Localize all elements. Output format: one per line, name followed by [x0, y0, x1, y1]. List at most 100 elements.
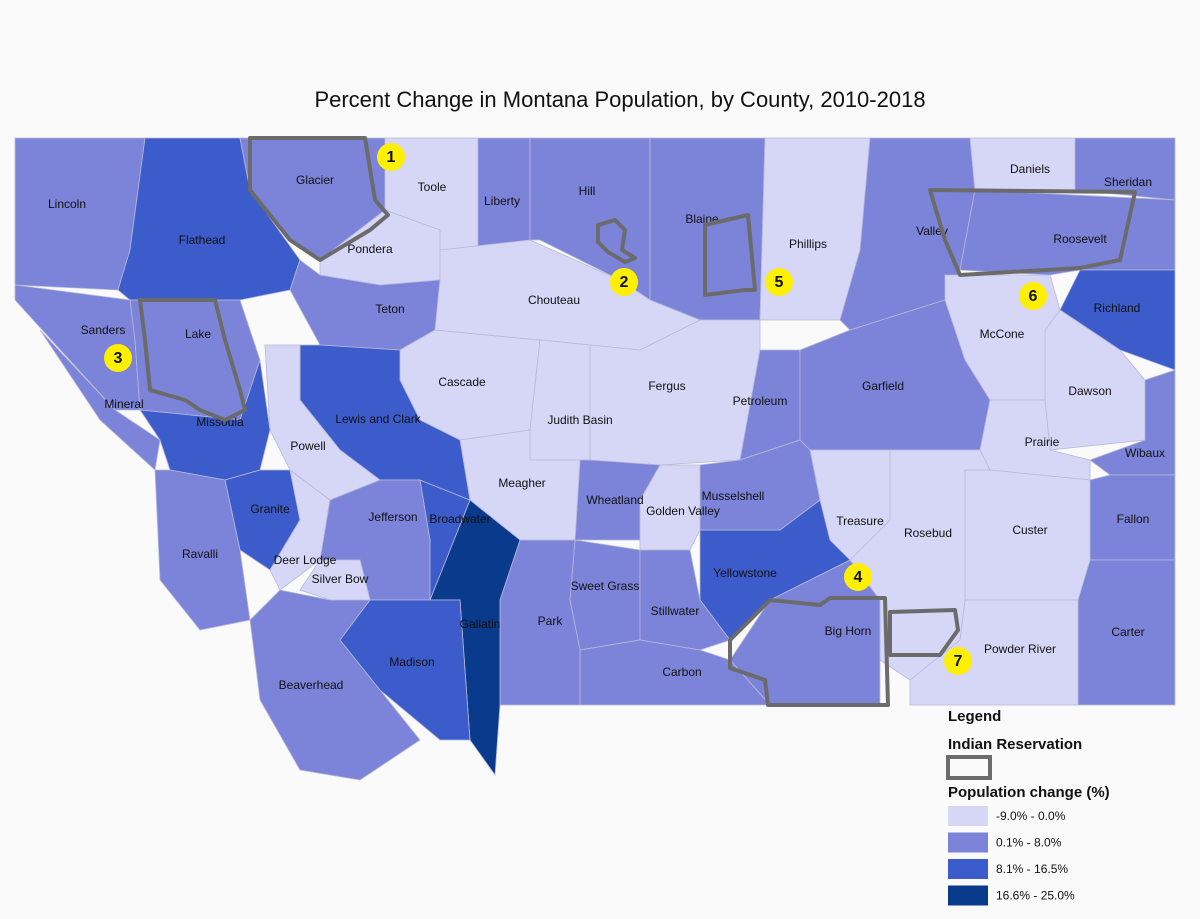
- county-label: Rosebud: [904, 526, 952, 540]
- county: [39, 329, 161, 471]
- county-label: Fergus: [648, 379, 685, 393]
- county-label: Ravalli: [182, 547, 218, 561]
- county-label: Roosevelt: [1053, 232, 1107, 246]
- county-label: Jefferson: [368, 510, 417, 524]
- reservations: [138, 136, 1137, 707]
- county-label: Wibaux: [1125, 446, 1165, 460]
- markers: 1 2 3 4 5 6 7: [104, 143, 1047, 675]
- reservation-outline: [703, 213, 757, 297]
- county-label: Daniels: [1010, 162, 1050, 176]
- map-title: Percent Change in Montana Population, by…: [314, 87, 925, 112]
- legend-label: 16.6% - 25.0%: [996, 889, 1075, 903]
- county-label: Cascade: [438, 375, 486, 389]
- county-label: Granite: [250, 502, 290, 516]
- county-label: Gallatin: [460, 617, 501, 631]
- county: [699, 439, 821, 531]
- reservation-label: Indian Reservation: [948, 736, 1082, 753]
- county-label: Judith Basin: [547, 413, 612, 427]
- legend-title: Legend: [948, 708, 1001, 725]
- county: [569, 539, 641, 651]
- marker-number: 3: [114, 350, 123, 367]
- population-title: Population change (%): [948, 784, 1110, 801]
- marker-circle: [944, 647, 972, 675]
- county: [1059, 269, 1176, 371]
- county-label: Pondera: [347, 242, 393, 256]
- county-label: Meagher: [498, 476, 545, 490]
- county-label: Sanders: [81, 323, 126, 337]
- county-label: Powder River: [984, 642, 1056, 656]
- county-label: Stillwater: [651, 604, 700, 618]
- county-label: Custer: [1012, 523, 1047, 537]
- county-label: Wheatland: [586, 493, 643, 507]
- marker-circle: [377, 143, 405, 171]
- county-label: Toole: [418, 180, 447, 194]
- county-label: Madison: [389, 655, 434, 669]
- county-label: Lake: [185, 327, 211, 341]
- county-label: Golden Valley: [646, 504, 720, 518]
- county-label: Liberty: [484, 194, 520, 208]
- marker-number: 1: [387, 149, 396, 166]
- county-label: Prairie: [1025, 435, 1060, 449]
- marker-number: 5: [775, 274, 784, 291]
- county-label: Fallon: [1117, 512, 1150, 526]
- county-label: Carter: [1111, 625, 1144, 639]
- county-label: Garfield: [862, 379, 904, 393]
- reservation-outline: [928, 188, 1137, 277]
- county-label: Phillips: [789, 237, 827, 251]
- marker-number: 4: [854, 569, 863, 586]
- legend-swatch: [948, 806, 988, 826]
- county: [434, 239, 701, 351]
- legend-swatch: [948, 885, 988, 906]
- marker-number: 6: [1029, 288, 1038, 305]
- county-label: Hill: [579, 184, 596, 198]
- county-label: Yellowstone: [713, 566, 777, 580]
- reservation-outline: [248, 136, 390, 262]
- county-label: McCone: [980, 327, 1025, 341]
- marker-circle: [765, 268, 793, 296]
- county: [339, 599, 471, 741]
- county: [129, 299, 261, 421]
- county-label: Beaverhead: [279, 678, 344, 692]
- marker-circle: [844, 563, 872, 591]
- reservation-outline: [888, 608, 960, 657]
- legend-label: -9.0% - 0.0%: [996, 809, 1066, 823]
- county-label: Teton: [375, 302, 404, 316]
- county-label: Sweet Grass: [571, 579, 640, 593]
- county-label: Mineral: [104, 397, 143, 411]
- county-label: Petroleum: [733, 394, 788, 408]
- reservation-swatch: [946, 755, 992, 780]
- county-label: Powell: [290, 439, 325, 453]
- county-label: Lincoln: [48, 197, 86, 211]
- reservation-outline: [596, 218, 637, 264]
- legend-swatch: [948, 859, 988, 879]
- county: [529, 339, 591, 461]
- county-label: Deer Lodge: [274, 553, 337, 567]
- county-label: Dawson: [1068, 384, 1111, 398]
- county-label: Broadwater: [429, 512, 490, 526]
- reservation-outline: [728, 596, 890, 707]
- counties: Lincoln Flathead Glacier Toole Pondera Libert…: [14, 137, 1176, 781]
- marker-number: 2: [620, 274, 629, 291]
- county: [154, 469, 251, 631]
- marker-circle: [104, 344, 132, 372]
- county-label: Lewis and Clark: [335, 412, 421, 426]
- county-label: Chouteau: [528, 293, 580, 307]
- county-label: Richland: [1094, 301, 1141, 315]
- county-label: Musselshell: [702, 489, 765, 503]
- county-label: Flathead: [179, 233, 226, 247]
- marker-circle: [610, 268, 638, 296]
- marker-circle: [1019, 282, 1047, 310]
- legend: Legend Indian Reservation Population cha…: [946, 708, 1110, 906]
- county-label: Big Horn: [825, 624, 872, 638]
- county-label: Silver Bow: [312, 572, 369, 586]
- county-label: Treasure: [836, 514, 884, 528]
- county-label: Sheridan: [1104, 175, 1152, 189]
- county-label: Glacier: [296, 173, 334, 187]
- legend-swatch: [948, 832, 988, 853]
- county-label: Park: [538, 614, 564, 628]
- marker-number: 7: [954, 653, 963, 670]
- county-label: Carbon: [662, 665, 701, 679]
- legend-label: 0.1% - 8.0%: [996, 836, 1062, 850]
